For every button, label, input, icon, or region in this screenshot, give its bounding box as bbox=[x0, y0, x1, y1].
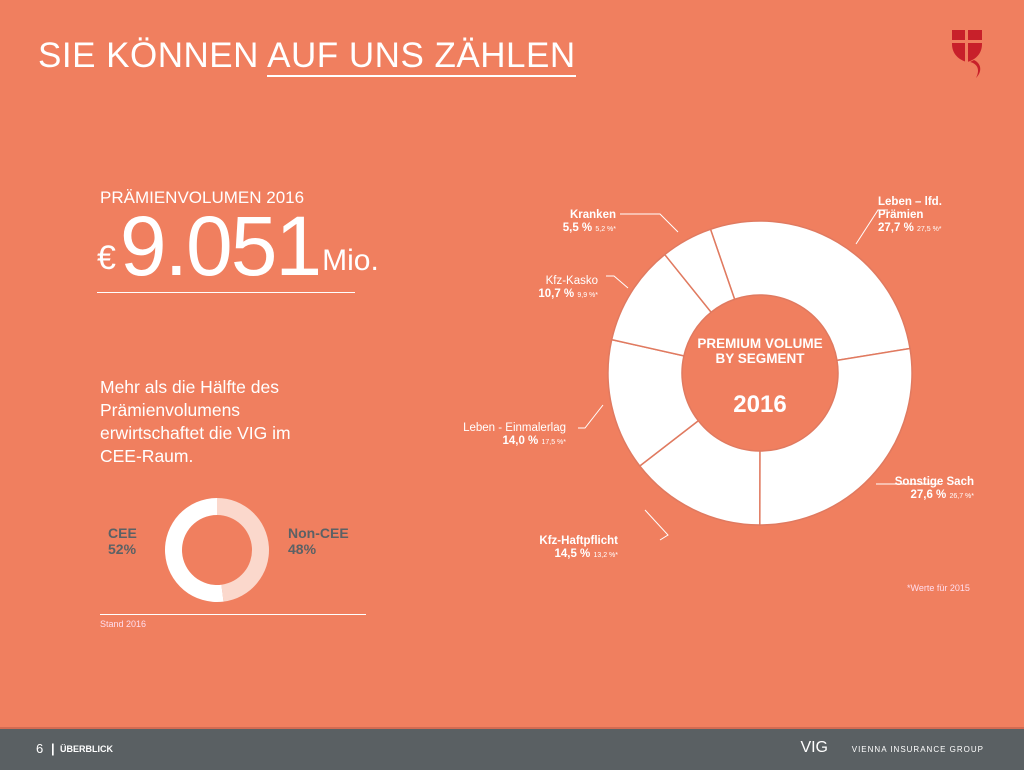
title-part2: AUF UNS ZÄHLEN bbox=[267, 36, 576, 77]
segment-slice-kranken bbox=[663, 228, 736, 314]
seg-pct: 10,7 % bbox=[538, 288, 575, 300]
brand: VIG bbox=[800, 739, 828, 756]
donut-center-year: 2016 bbox=[733, 391, 787, 418]
label-kfz-kasko: Kfz-Kasko 10,7 % 9,9 %* bbox=[538, 275, 598, 302]
segment-slice-sonstige-sach bbox=[759, 347, 913, 526]
premium-unit: Mio. bbox=[322, 244, 379, 277]
seg-pct: 14,0 % bbox=[502, 435, 539, 447]
page-number: 6 bbox=[36, 741, 44, 756]
seg-pct: 5,5 % bbox=[562, 222, 593, 234]
seg-pct: 27,7 % bbox=[878, 222, 914, 234]
section-name: ÜBERBLICK bbox=[60, 744, 113, 754]
seg-name: Kfz-Kasko bbox=[545, 275, 598, 287]
slide-title: SIE KÖNNEN AUF UNS ZÄHLEN bbox=[38, 36, 576, 77]
footer-bar: 6 | ÜBERBLICK VIG VIENNA INSURANCE GROUP bbox=[0, 727, 1024, 770]
cee-slice-cee bbox=[165, 498, 224, 602]
cee-label: CEE 52% bbox=[108, 525, 137, 557]
stand-note: Stand 2016 bbox=[100, 619, 147, 629]
seg-prev: 13,2 %* bbox=[593, 552, 618, 559]
cee-name: CEE bbox=[108, 525, 137, 541]
leader-line bbox=[578, 404, 604, 429]
seg-name: Kranken bbox=[569, 209, 616, 221]
noncee-label: Non-CEE 48% bbox=[288, 525, 349, 557]
leader-line bbox=[606, 275, 629, 289]
label-kranken: Kranken 5,5 % 5,2 %* bbox=[563, 209, 616, 236]
label-leben-lfd: Leben – lfd. Prämien 27,7 % 27,5 %* bbox=[878, 196, 978, 236]
seg-pct: 27,6 % bbox=[910, 489, 947, 501]
leader-line bbox=[620, 213, 679, 233]
cee-slice-non-cee bbox=[217, 498, 270, 602]
seg-pct: 14,5 % bbox=[554, 548, 591, 560]
footnote: *Werte für 2015 bbox=[907, 583, 970, 593]
vig-logo-icon bbox=[952, 30, 982, 78]
seg-name: Kfz-Haftpflicht bbox=[539, 535, 618, 547]
premium-value: € 9.051 Mio. bbox=[97, 199, 379, 293]
noncee-name: Non-CEE bbox=[288, 525, 349, 541]
premium-amount: 9.051 bbox=[119, 199, 322, 293]
segment-slice-leben-lfd-pr-mien bbox=[709, 220, 911, 362]
separator: | bbox=[51, 741, 55, 756]
seg-name: Leben – lfd. Prämien bbox=[878, 196, 942, 221]
seg-prev: 17,5 %* bbox=[541, 439, 566, 446]
label-leben-einmalerlag: Leben - Einmalerlag 14,0 % 17,5 %* bbox=[463, 422, 566, 449]
divider bbox=[100, 614, 366, 615]
cee-pct: 52% bbox=[108, 541, 137, 557]
title-part1: SIE KÖNNEN bbox=[38, 36, 268, 75]
charts-svg bbox=[165, 209, 940, 602]
seg-prev: 26,7 %* bbox=[949, 493, 974, 500]
label-kfz-haftpflicht: Kfz-Haftpflicht 14,5 % 13,2 %* bbox=[539, 535, 618, 562]
leader-line bbox=[855, 209, 888, 245]
donut-center-title: PREMIUM VOLUME BY SEGMENT bbox=[697, 336, 823, 366]
seg-name: Leben - Einmalerlag bbox=[463, 422, 566, 434]
seg-prev: 5,2 %* bbox=[595, 226, 616, 233]
noncee-pct: 48% bbox=[288, 541, 317, 557]
label-sonstige-sach: Sonstige Sach 27,6 % 26,7 %* bbox=[895, 476, 974, 503]
description: Mehr als die Hälfte des Prämienvolumens … bbox=[100, 377, 291, 466]
premium-label: PRÄMIENVOLUMEN 2016 bbox=[100, 188, 305, 207]
group-name: VIENNA INSURANCE GROUP bbox=[851, 745, 984, 754]
leader-line bbox=[644, 509, 669, 541]
seg-name: Sonstige Sach bbox=[894, 476, 974, 488]
seg-prev: 27,5 %* bbox=[917, 226, 942, 233]
seg-prev: 9,9 %* bbox=[577, 292, 598, 299]
currency: € bbox=[97, 239, 116, 277]
